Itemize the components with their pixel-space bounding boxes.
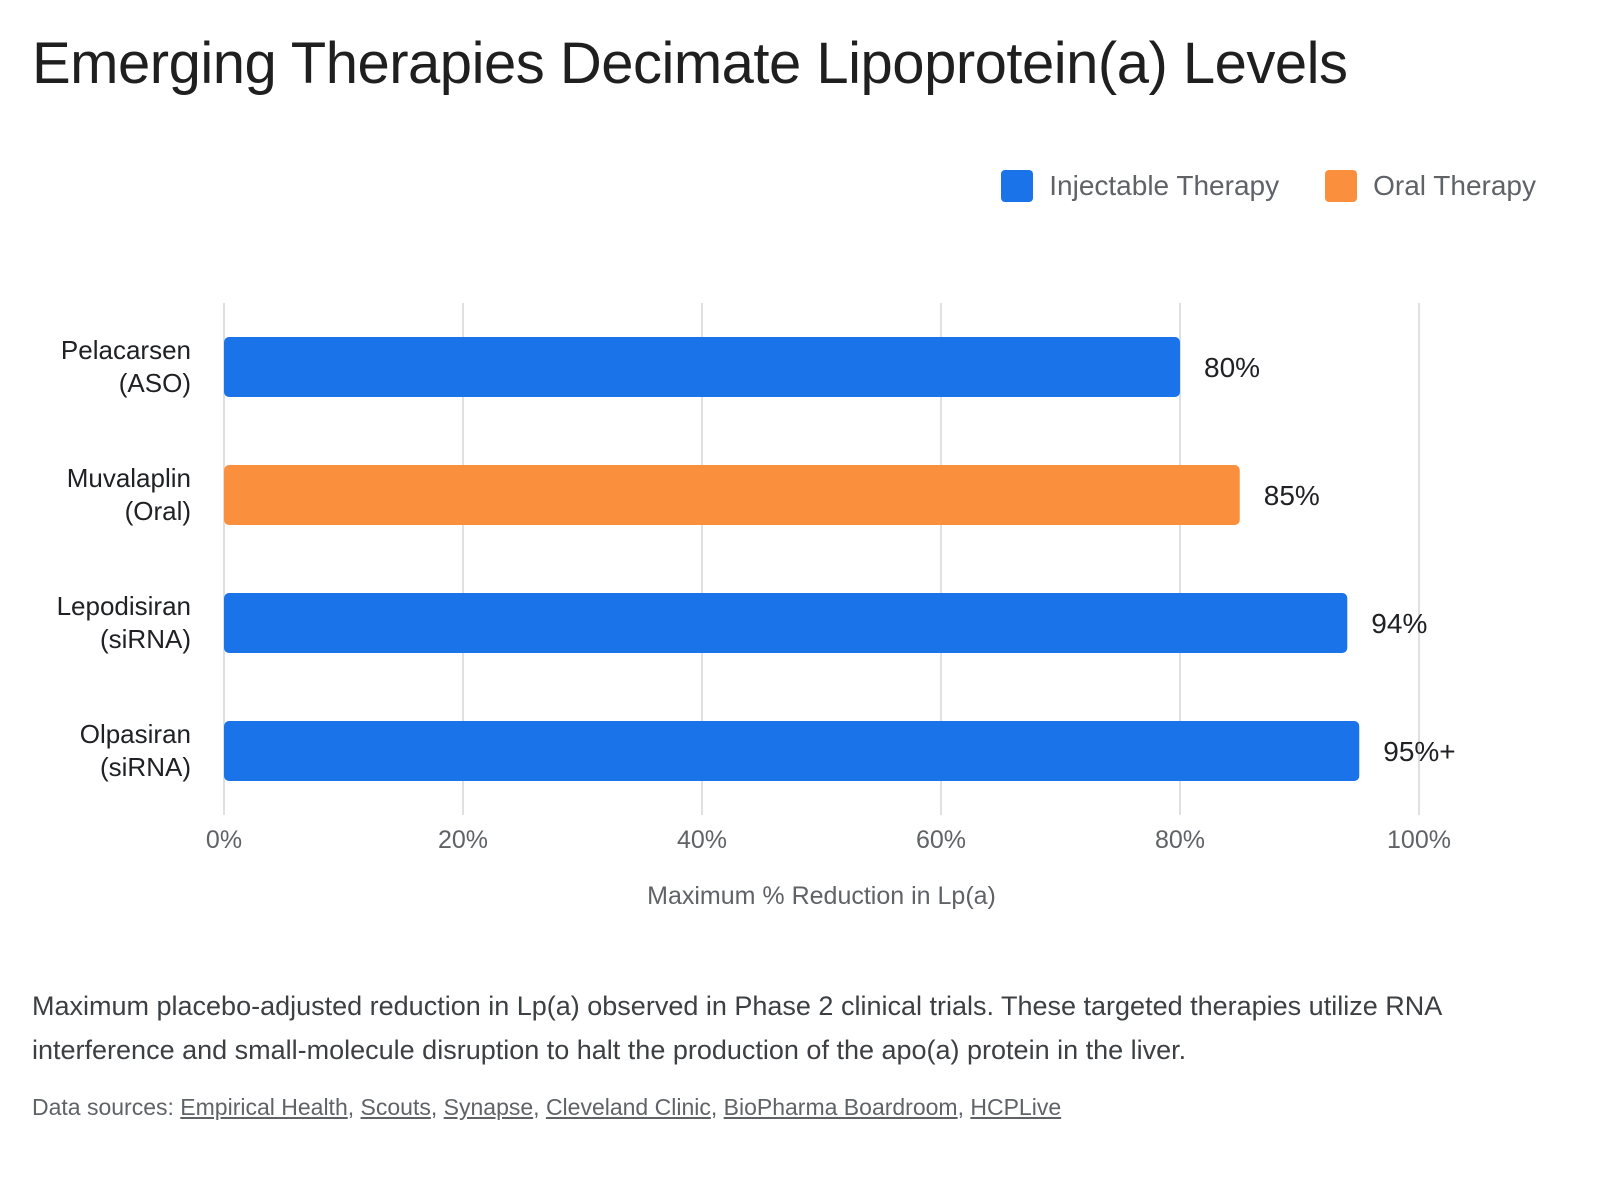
source-link-hcplive[interactable]: HCPLive [970, 1094, 1062, 1120]
legend: Injectable Therapy Oral Therapy [1001, 170, 1536, 202]
x-axis-label: Maximum % Reduction in Lp(a) [647, 882, 996, 910]
y-category-label: Olpasiran [80, 719, 191, 749]
x-tick-label: 80% [1155, 826, 1205, 854]
legend-swatch-oral [1325, 170, 1358, 202]
source-link-empirical-health[interactable]: Empirical Health [180, 1094, 348, 1120]
bar [224, 465, 1240, 525]
data-label: 80% [1204, 352, 1260, 383]
x-tick-label: 100% [1387, 826, 1451, 854]
chart-caption: Maximum placebo-adjusted reduction in Lp… [32, 991, 1441, 1065]
bar-chart: 0% 20% 40% 60% 80% 100% Maximum % Reduction in… [57, 303, 1456, 910]
bar [224, 593, 1348, 653]
legend-item-injectable: Injectable Therapy [1001, 170, 1279, 202]
y-category-label: Muvalaplin [67, 463, 191, 493]
data-label: 85% [1264, 480, 1320, 511]
x-tick-label: 60% [916, 826, 966, 854]
legend-label-injectable: Injectable Therapy [1049, 170, 1280, 201]
data-label: 94% [1371, 608, 1427, 639]
x-tick-label: 40% [677, 826, 727, 854]
legend-swatch-injectable [1001, 170, 1034, 202]
y-category-sublabel: (siRNA) [100, 752, 191, 782]
data-sources: Data sources: Empirical Health, Scouts, … [32, 1094, 1062, 1120]
chart-title: Emerging Therapies Decimate Lipoprotein(… [32, 31, 1348, 96]
bar [224, 721, 1360, 781]
source-link-scouts[interactable]: Scouts [360, 1094, 431, 1120]
source-link-biopharma-boardroom[interactable]: BioPharma Boardroom [723, 1094, 958, 1120]
y-category-label: Lepodisiran [57, 591, 191, 621]
source-link-cleveland-clinic[interactable]: Cleveland Clinic [545, 1094, 711, 1120]
bar [224, 337, 1180, 397]
source-link-synapse[interactable]: Synapse [443, 1094, 534, 1120]
y-category-sublabel: (ASO) [119, 368, 191, 398]
y-category-sublabel: (Oral) [125, 496, 191, 526]
data-label: 95%+ [1383, 736, 1455, 767]
x-tick-label: 0% [206, 826, 242, 854]
y-category-label: Pelacarsen [61, 335, 191, 365]
legend-item-oral: Oral Therapy [1325, 170, 1536, 202]
y-category-sublabel: (siRNA) [100, 624, 191, 654]
sources-prefix: Data sources: [32, 1094, 174, 1120]
x-tick-label: 20% [438, 826, 488, 854]
legend-label-oral: Oral Therapy [1373, 170, 1536, 201]
